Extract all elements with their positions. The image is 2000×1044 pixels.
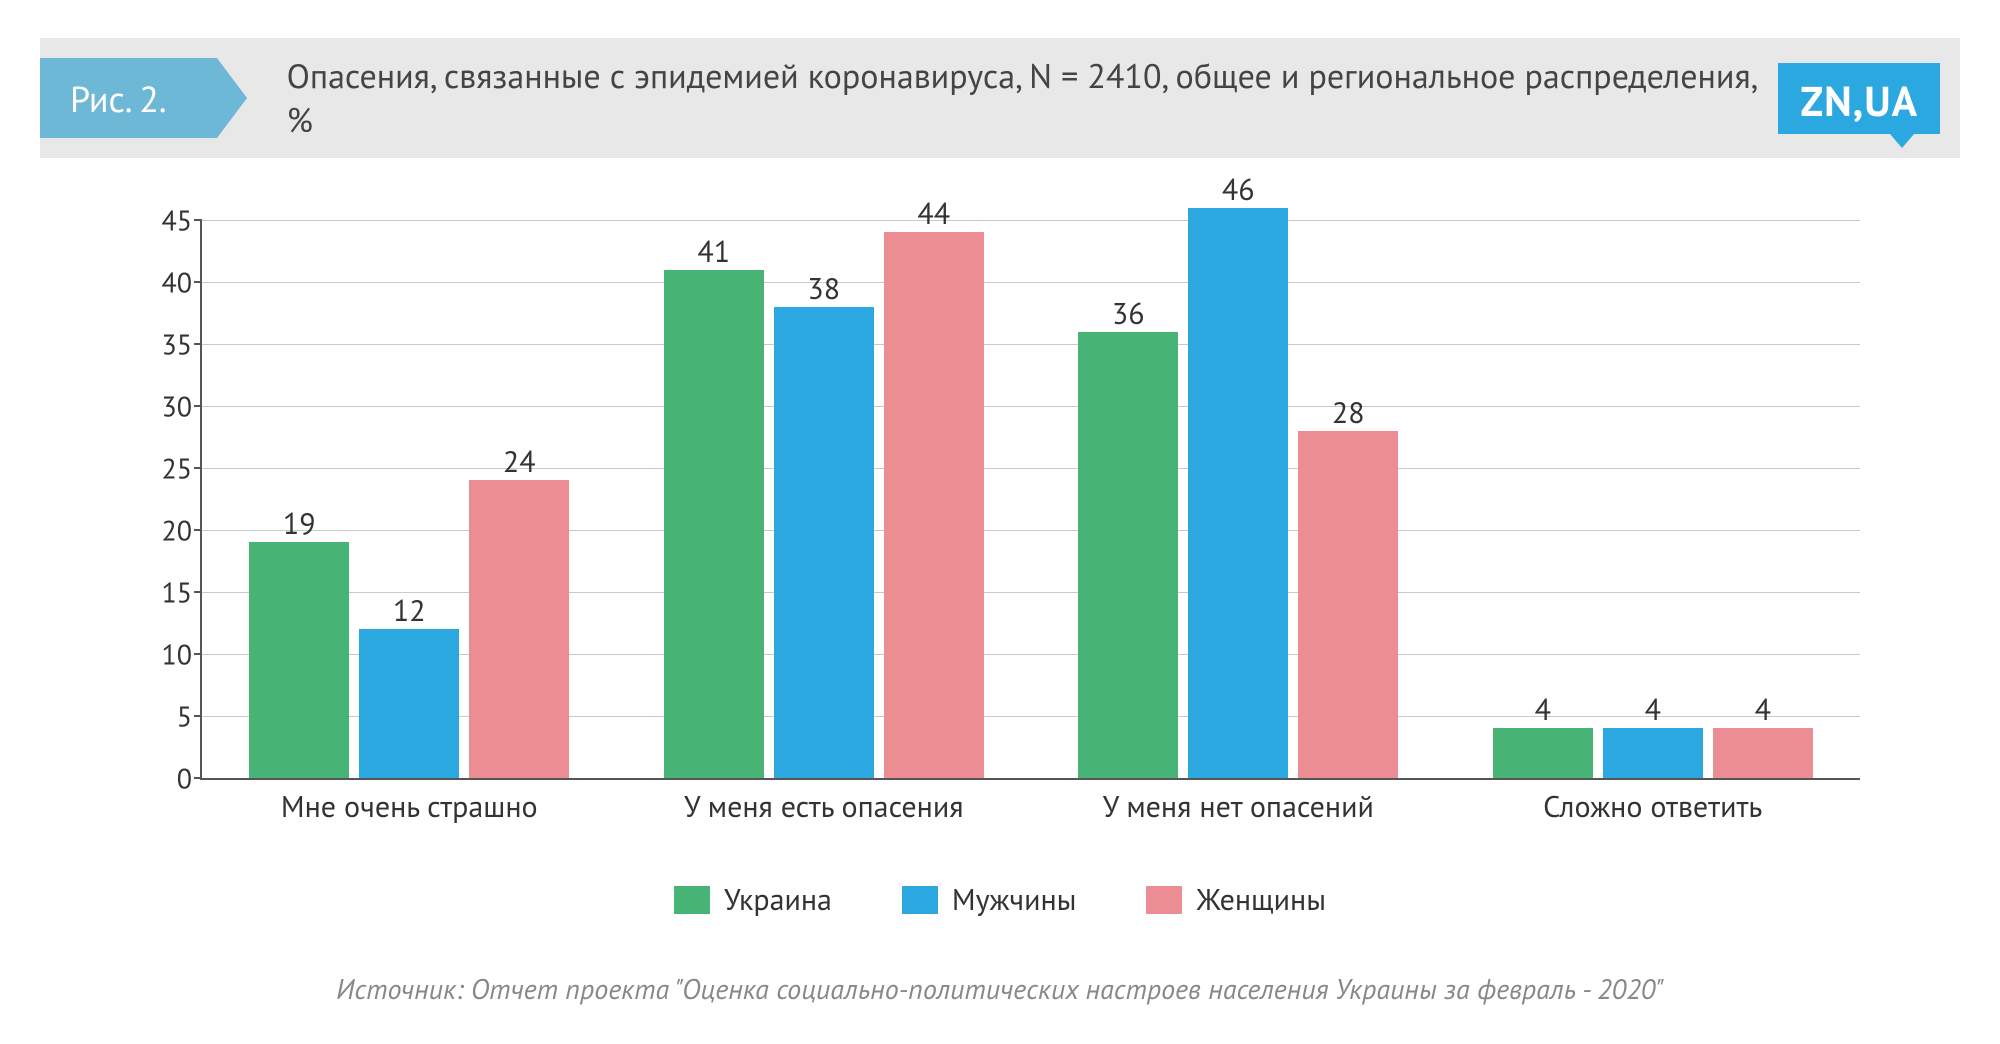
bar-group: 444Сложно ответить [1493,728,1813,778]
legend: Украина Мужчины Женщины [0,880,2000,919]
bar: 24 [469,480,569,778]
y-axis-label: 10 [147,636,192,673]
bar: 19 [249,542,349,778]
legend-label: Женщины [1196,880,1326,919]
bar-value: 4 [1713,690,1813,729]
bar-value: 38 [774,269,874,308]
x-axis-label: У меня нет опасений [1103,787,1374,826]
bar: 44 [884,232,984,778]
bar-value: 4 [1603,690,1703,729]
bar-value: 41 [664,232,764,271]
bar-value: 24 [469,442,569,481]
chart-title: Опасения, связанные с эпидемией коронави… [257,54,1779,142]
y-axis-label: 15 [147,574,192,611]
gridline [202,282,1860,283]
legend-swatch [674,886,710,914]
bar-value: 4 [1493,690,1593,729]
x-axis-label: У меня есть опасения [684,787,963,826]
bar: 41 [664,270,764,778]
legend-item: Женщины [1146,880,1326,919]
legend-swatch [1146,886,1182,914]
bar-value: 12 [359,591,459,630]
bar: 4 [1493,728,1593,778]
legend-swatch [902,886,938,914]
bar: 38 [774,307,874,778]
y-axis-label: 20 [147,512,192,549]
bar-group: 191224Мне очень страшно [249,480,569,778]
bar-group: 413844У меня есть опасения [664,232,984,778]
y-axis-label: 40 [147,264,192,301]
bar-value: 46 [1188,170,1288,209]
logo-badge: ZN,UA [1778,63,1940,134]
y-axis-label: 35 [147,326,192,363]
bar: 46 [1188,208,1288,778]
bar: 4 [1603,728,1703,778]
bar-value: 28 [1298,393,1398,432]
bar: 28 [1298,431,1398,778]
header-bar: Рис. 2. Опасения, связанные с эпидемией … [40,38,1960,158]
legend-item: Мужчины [902,880,1077,919]
plot-region: 051015202530354045191224Мне очень страшн… [200,220,1860,780]
y-axis-label: 0 [147,760,192,797]
y-axis-label: 5 [147,698,192,735]
legend-label: Мужчины [952,880,1077,919]
bar: 36 [1078,332,1178,778]
source-text: Источник: Отчет проекта "Оценка социальн… [0,970,2000,1007]
gridline [202,220,1860,221]
figure-label: Рис. 2. [40,58,217,138]
x-axis-label: Мне очень страшно [281,787,538,826]
bar-value: 36 [1078,294,1178,333]
gridline [202,406,1860,407]
y-axis-label: 45 [147,202,192,239]
gridline [202,468,1860,469]
y-axis-label: 30 [147,388,192,425]
bar-value: 44 [884,194,984,233]
y-axis-label: 25 [147,450,192,487]
bar: 12 [359,629,459,778]
chart-area: 051015202530354045191224Мне очень страшн… [140,220,1860,840]
x-axis-label: Сложно ответить [1543,787,1762,826]
legend-label: Украина [724,880,832,919]
bar-group: 364628У меня нет опасений [1078,208,1398,778]
legend-item: Украина [674,880,832,919]
gridline [202,344,1860,345]
bar: 4 [1713,728,1813,778]
bar-value: 19 [249,504,349,543]
